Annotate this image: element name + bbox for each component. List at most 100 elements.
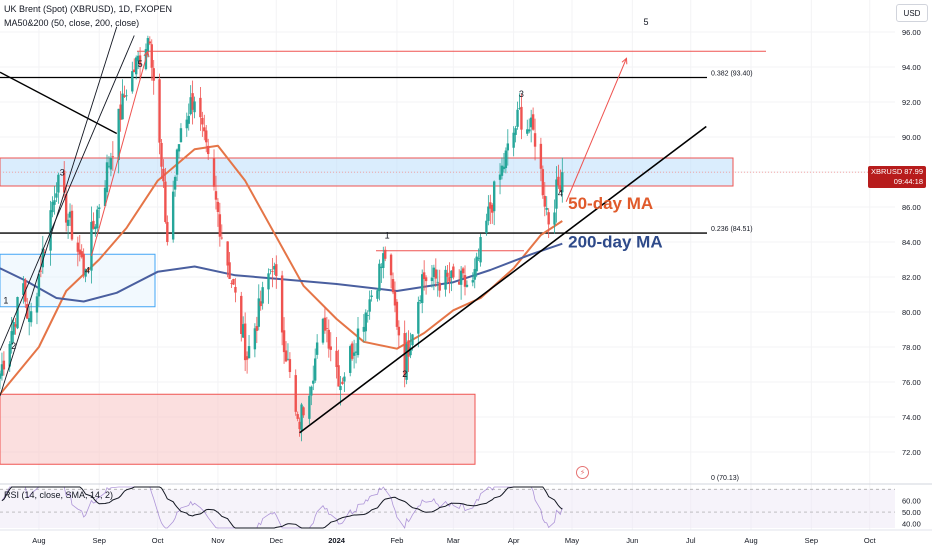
chart-title: UK Brent (Spot) (XBRUSD), 1D, FXOPEN — [4, 4, 173, 14]
currency-button[interactable]: USD — [896, 4, 928, 22]
price-tag-countdown: 09:44:18 — [893, 177, 923, 186]
annotations: 50-day MA 200-day MA 5 5 3 4 1 2 1 2 3 4 — [3, 17, 662, 379]
candle-body — [395, 301, 399, 327]
x-tick-label: Apr — [508, 536, 520, 545]
rsi-legend[interactable]: RSI (14, close, SMA, 14, 2) — [4, 490, 114, 500]
candle-body — [461, 268, 465, 274]
wave-label: 1 — [3, 295, 8, 305]
candle-body — [312, 380, 315, 384]
projection-arrow — [565, 58, 627, 202]
candle-body — [452, 266, 455, 278]
rsi-sma-line — [1, 486, 563, 529]
fib-0236-label: 0.236 (84.51) — [711, 226, 753, 233]
y-tick-label: 82.00 — [902, 273, 921, 282]
candle-body — [14, 324, 17, 327]
trendline — [0, 35, 135, 351]
candle-body — [335, 350, 338, 368]
candle-body — [356, 328, 360, 356]
candle-body — [405, 344, 408, 380]
candle-body — [419, 299, 422, 302]
candle-body — [352, 352, 356, 356]
candle-body — [193, 101, 196, 113]
candle-body — [257, 298, 260, 327]
x-tick-label: Aug — [32, 536, 45, 545]
candle-body — [29, 311, 33, 323]
candle-body — [205, 130, 208, 143]
candle-body — [212, 157, 216, 187]
candle-body — [275, 264, 278, 277]
candle-body — [308, 395, 311, 419]
candle-body — [68, 211, 72, 218]
candle-body — [337, 365, 340, 387]
price-tag-price: 87.99 — [904, 167, 923, 176]
candle-body — [245, 356, 249, 360]
candle-body — [300, 404, 303, 431]
candle-body — [136, 55, 140, 62]
candle-body — [232, 278, 235, 285]
candle-body — [43, 252, 46, 253]
candle-body — [543, 195, 546, 207]
candle-body — [366, 315, 369, 316]
candle-body — [557, 176, 560, 186]
candle-body — [92, 220, 95, 229]
x-tick-label: Oct — [152, 536, 165, 545]
candle-body — [2, 360, 6, 370]
candle-body — [123, 95, 126, 98]
y-tick-label: 78.00 — [902, 343, 921, 352]
x-tick-label: Jul — [686, 536, 696, 545]
indicator-legend[interactable]: MA50&200 (50, close, 200, close) — [4, 18, 140, 28]
last-price-tag: XBRUSD 87.99 09:44:18 — [868, 166, 926, 188]
candle-body — [12, 322, 15, 335]
candle-body — [226, 241, 229, 266]
candle-body — [185, 119, 188, 129]
candle-body — [310, 386, 313, 396]
candle-body — [119, 104, 122, 120]
candles — [0, 35, 564, 442]
candle-body — [520, 106, 523, 130]
candle-body — [407, 340, 410, 357]
ma-label: 200-day MA — [568, 232, 662, 251]
candle-body — [166, 222, 169, 242]
candle-body — [160, 142, 163, 167]
candle-body — [269, 269, 272, 271]
candle-body — [354, 351, 358, 353]
candle-body — [134, 57, 138, 75]
candle-body — [177, 144, 181, 152]
candle-body — [220, 237, 224, 239]
candle-body — [82, 253, 85, 275]
candle-body — [321, 318, 325, 343]
candle-body — [175, 149, 179, 175]
lightning-icon[interactable]: ⚡ — [576, 466, 589, 479]
candle-body — [325, 328, 329, 329]
candle-body — [105, 162, 109, 193]
candle-body — [242, 324, 245, 338]
candle-body — [111, 156, 115, 158]
candle-body — [329, 346, 332, 350]
candle-body — [240, 295, 243, 335]
candle-body — [286, 358, 290, 360]
candle-body — [302, 407, 305, 416]
candle-body — [66, 219, 70, 226]
candle-body — [430, 277, 434, 282]
x-tick-label: Aug — [744, 536, 757, 545]
x-tick-label: 2024 — [328, 536, 346, 545]
candle-body — [271, 271, 274, 272]
candle-body — [327, 329, 331, 349]
candle-body — [22, 283, 25, 295]
candle-body — [436, 281, 439, 283]
candle-body — [8, 343, 11, 367]
candle-body — [199, 97, 202, 118]
candle-body — [121, 93, 124, 120]
candle-body — [280, 275, 284, 333]
candle-body — [152, 68, 155, 81]
candle-body — [438, 282, 441, 291]
candle-body — [450, 270, 453, 278]
candle-body — [0, 373, 2, 379]
y-tick-label: 94.00 — [902, 63, 921, 72]
candle-body — [16, 297, 19, 329]
projection-arrow — [90, 51, 149, 257]
projection-arrowhead — [621, 57, 628, 65]
rsi-tick-label: 40.00 — [902, 519, 921, 528]
x-tick-label: May — [565, 536, 579, 545]
rsi-tick-label: 50.00 — [902, 508, 921, 517]
